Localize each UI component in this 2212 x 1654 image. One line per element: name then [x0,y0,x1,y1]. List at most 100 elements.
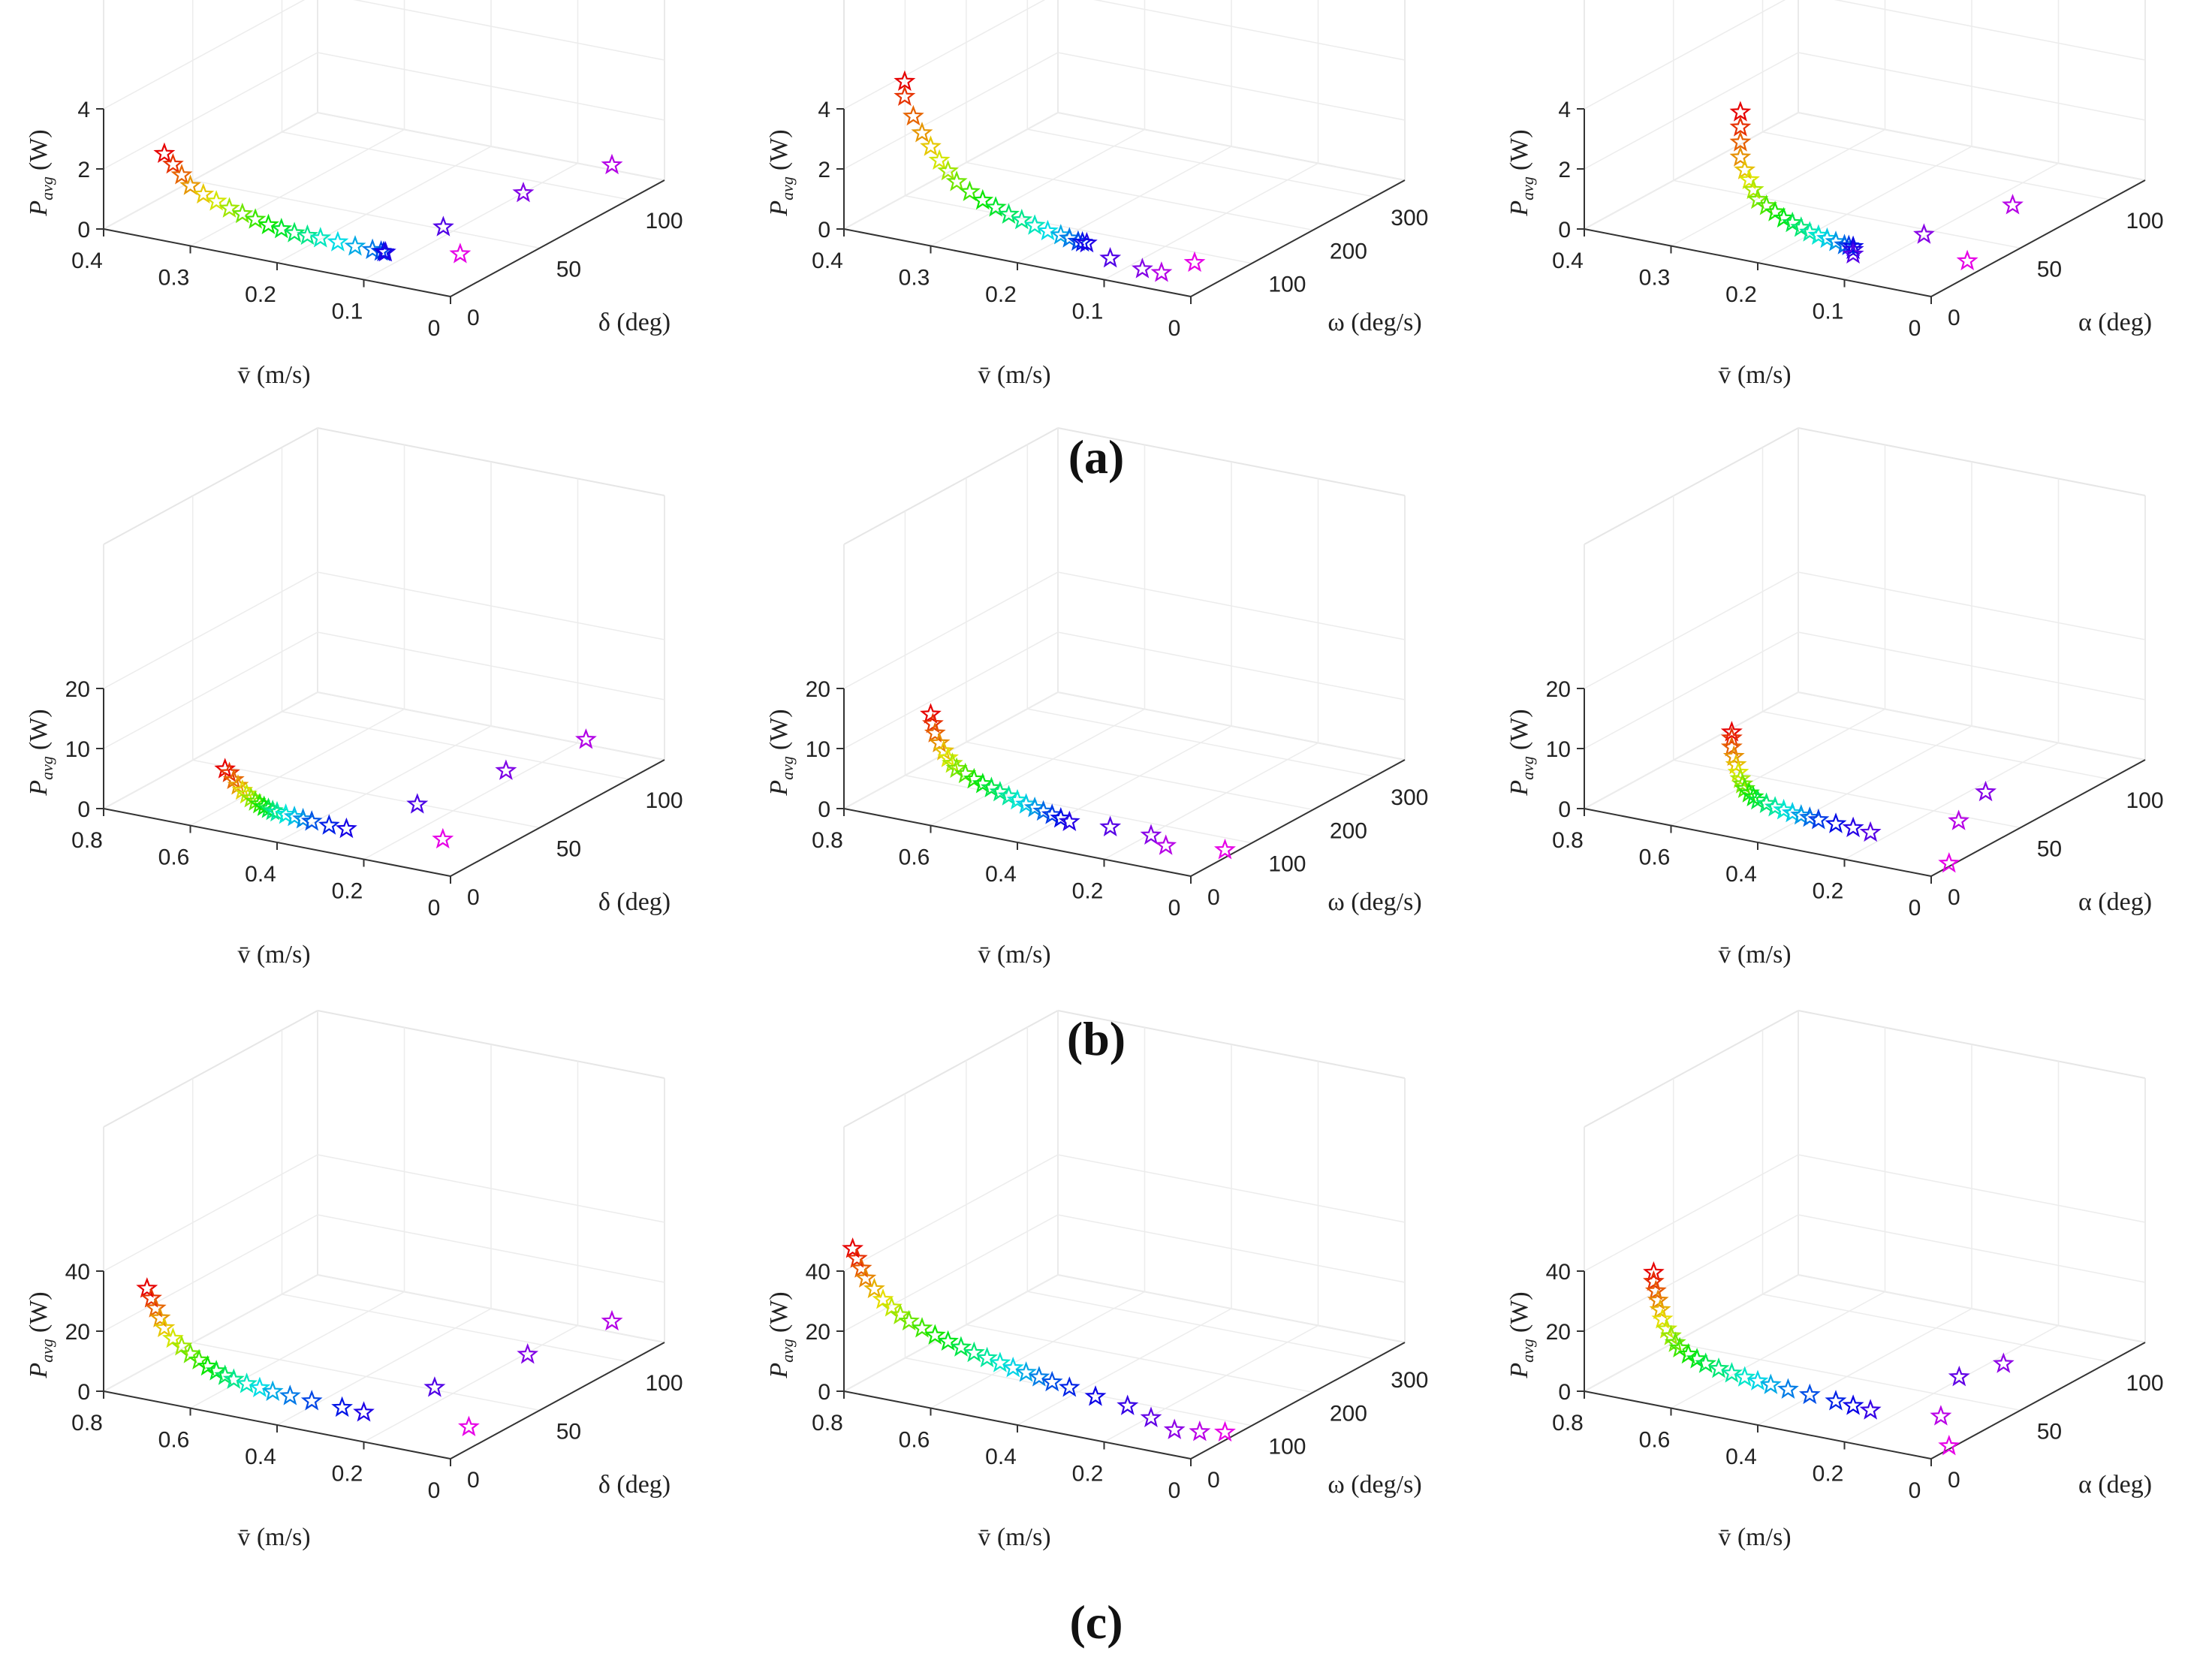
data-point [140,1287,162,1308]
data-point [222,768,245,790]
z-axis-label-main: P [25,200,53,217]
data-point [1651,1308,1674,1329]
grid-line [1798,1274,2146,1343]
z-tick-label: 10 [65,737,90,762]
data-point [1695,1352,1717,1373]
z-axis-label: Pavg (W) [765,129,797,216]
y-tick-label: 50 [556,257,581,282]
grid-line [843,1214,1059,1332]
z-axis-label-sub: avg [778,756,797,780]
box-edge [103,1010,318,1128]
data-point [903,104,924,126]
x-tick-label: 0.4 [245,862,276,887]
data-point [205,190,228,211]
y-axis [450,179,665,297]
y-tick-label: 300 [1391,785,1428,810]
grid-line [1798,691,2146,761]
box-edge [103,427,318,545]
z-tick-label: 0 [1558,218,1571,243]
grid-line [905,194,1252,264]
grid-line [103,0,306,110]
grid-line [1673,179,2021,249]
data-point [1099,246,1122,268]
z-axis-label-main: P [25,780,53,797]
x-tick-label: 0.2 [1072,1462,1104,1487]
data-point [1859,821,1882,842]
grid-line [192,759,540,829]
grid-line [1027,128,1375,197]
z-tick-label: 4 [77,98,90,122]
data-point [149,1306,171,1327]
y-axis-label: α (deg) [2078,1471,2152,1499]
x-axis-label: v̄ (m/s) [237,1523,310,1551]
grid-line [1798,112,2146,181]
grid-line [190,1291,405,1409]
z-tick-label: 0 [77,1380,90,1405]
data-point [1720,727,1743,748]
data-point [1938,1434,1960,1456]
z-axis-label-unit: (W) [25,1291,53,1333]
data-point [842,1237,864,1258]
y-axis [1190,1342,1406,1460]
x-tick-label: 0.2 [245,282,276,307]
data-point [959,180,981,201]
x-tick-label: 0.2 [985,282,1017,307]
z-axis-label-sub: avg [38,1339,56,1363]
data-point [1006,788,1029,810]
z-axis-label-unit: (W) [1505,1291,1533,1333]
x-tick-label: 0.2 [332,1462,363,1487]
chart-panel-r1-c2: 0.4 0.3 0.2 0.1 0 100 200 300 0 2 4 v̄ (m/s) ω (deg/… [765,0,1428,389]
grid-line [317,631,665,700]
grid-line [1584,571,1799,689]
data-point [989,781,1011,802]
data-point [517,1343,539,1364]
z-tick-label: 20 [1546,1320,1571,1345]
x-axis-label: v̄ (m/s) [1718,361,1791,389]
data-point [1842,816,1864,838]
grid-line [1017,146,1232,264]
x-tick-label: 0.2 [1813,879,1844,904]
data-point [1050,806,1072,828]
y-axis [1930,759,2146,877]
z-tick-label: 4 [818,98,830,122]
z-axis-label-main: P [1505,780,1533,797]
data-point [236,1372,258,1393]
data-point [863,1277,885,1299]
data-point [850,1257,872,1278]
grid-line [103,631,318,749]
x-tick-label: 0.4 [985,1445,1017,1469]
x-tick-label: 0 [428,896,441,920]
data-point [449,243,472,264]
z-axis-label: Pavg (W) [25,709,56,796]
data-point [1764,796,1786,817]
grid-line [930,1291,1145,1409]
data-point [261,1380,284,1401]
data-point [920,703,942,724]
data-point [1825,812,1847,833]
data-point [1647,1288,1669,1310]
x-tick-label: 0.8 [71,828,103,853]
y-axis-label: ω (deg/s) [1328,888,1421,916]
z-tick-label: 20 [65,1320,90,1345]
grid-line [1057,112,1406,181]
data-point [1948,1365,1970,1387]
y-tick-label: 50 [2037,836,2062,861]
y-tick-label: 100 [1268,273,1306,297]
box-edge [1584,427,1799,545]
data-point [1948,809,1969,830]
grid-line [843,631,1059,749]
z-tick-label: 0 [818,218,830,243]
grid-line [1584,1214,1799,1332]
grid-line [1584,631,1799,749]
data-point [297,224,318,246]
data-point [1781,211,1804,233]
grid-line [966,1324,1314,1393]
grid-line [317,571,665,640]
z-axis-label-unit: (W) [765,709,793,750]
data-point [458,1415,480,1436]
data-point [192,182,215,204]
z-axis-label-sub: avg [38,756,56,780]
z-axis-label-sub: avg [38,176,56,200]
data-point [980,776,1002,797]
